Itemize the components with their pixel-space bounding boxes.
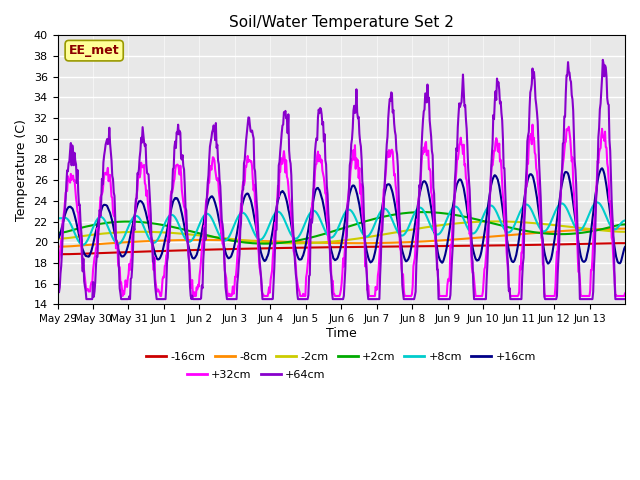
- +32cm: [121, 285, 129, 291]
- +32cm: [621, 290, 629, 296]
- +16cm: [274, 197, 282, 203]
- +32cm: [54, 275, 61, 280]
- Line: +2cm: +2cm: [58, 212, 625, 244]
- -8cm: [253, 238, 260, 244]
- +64cm: [432, 224, 440, 230]
- +64cm: [120, 296, 128, 302]
- +32cm: [119, 293, 127, 299]
- +64cm: [400, 296, 408, 302]
- +32cm: [401, 293, 408, 299]
- -2cm: [253, 239, 260, 244]
- +64cm: [621, 296, 629, 302]
- +16cm: [598, 166, 606, 171]
- +2cm: [54, 230, 61, 236]
- Line: +64cm: +64cm: [58, 60, 625, 299]
- -2cm: [120, 229, 128, 235]
- -2cm: [54, 236, 61, 241]
- +8cm: [593, 200, 601, 205]
- +32cm: [529, 122, 536, 128]
- Line: -8cm: -8cm: [58, 228, 625, 247]
- -8cm: [274, 239, 282, 244]
- +8cm: [433, 231, 440, 237]
- +2cm: [253, 240, 260, 246]
- -8cm: [225, 237, 232, 243]
- +16cm: [120, 252, 128, 258]
- Legend: +32cm, +64cm: +32cm, +64cm: [182, 366, 330, 385]
- +16cm: [253, 227, 260, 233]
- +32cm: [275, 194, 283, 200]
- +8cm: [401, 231, 408, 237]
- +2cm: [261, 241, 269, 247]
- +64cm: [54, 296, 61, 302]
- -2cm: [292, 240, 300, 246]
- -8cm: [120, 240, 128, 245]
- +2cm: [621, 221, 629, 227]
- +2cm: [120, 219, 128, 225]
- -2cm: [492, 218, 499, 224]
- +64cm: [253, 198, 260, 204]
- -8cm: [621, 226, 629, 231]
- X-axis label: Time: Time: [326, 327, 356, 340]
- Line: +16cm: +16cm: [58, 168, 625, 264]
- -16cm: [432, 243, 440, 249]
- +2cm: [225, 237, 232, 243]
- -8cm: [400, 240, 408, 245]
- +8cm: [79, 242, 86, 248]
- +2cm: [401, 210, 408, 216]
- +2cm: [275, 240, 283, 246]
- +32cm: [433, 248, 440, 254]
- +8cm: [121, 232, 129, 238]
- -2cm: [274, 240, 282, 246]
- Line: +8cm: +8cm: [58, 203, 625, 245]
- -8cm: [54, 244, 61, 250]
- +16cm: [54, 236, 61, 241]
- -16cm: [621, 240, 629, 246]
- -2cm: [225, 236, 232, 241]
- +8cm: [621, 217, 629, 223]
- +64cm: [274, 194, 282, 200]
- +16cm: [621, 244, 629, 250]
- Line: +32cm: +32cm: [58, 125, 625, 296]
- -16cm: [253, 246, 260, 252]
- Title: Soil/Water Temperature Set 2: Soil/Water Temperature Set 2: [229, 15, 454, 30]
- +8cm: [225, 234, 233, 240]
- -2cm: [621, 229, 629, 235]
- -16cm: [120, 249, 128, 255]
- -16cm: [400, 243, 408, 249]
- +8cm: [275, 209, 283, 215]
- +16cm: [225, 255, 232, 261]
- +8cm: [54, 216, 61, 221]
- +2cm: [419, 209, 427, 215]
- -2cm: [433, 223, 440, 228]
- +2cm: [433, 210, 441, 216]
- Line: -2cm: -2cm: [58, 221, 625, 243]
- +64cm: [599, 57, 607, 63]
- Line: -16cm: -16cm: [58, 243, 625, 254]
- +16cm: [432, 236, 440, 241]
- +8cm: [253, 235, 261, 241]
- Y-axis label: Temperature (C): Temperature (C): [15, 119, 28, 221]
- -16cm: [274, 245, 282, 251]
- -2cm: [401, 228, 408, 234]
- -8cm: [432, 238, 440, 244]
- +16cm: [400, 253, 408, 259]
- -16cm: [54, 252, 61, 257]
- Text: EE_met: EE_met: [69, 44, 120, 57]
- +16cm: [544, 261, 552, 266]
- +32cm: [253, 226, 261, 232]
- -16cm: [225, 246, 232, 252]
- +64cm: [225, 296, 232, 302]
- +32cm: [225, 291, 233, 297]
